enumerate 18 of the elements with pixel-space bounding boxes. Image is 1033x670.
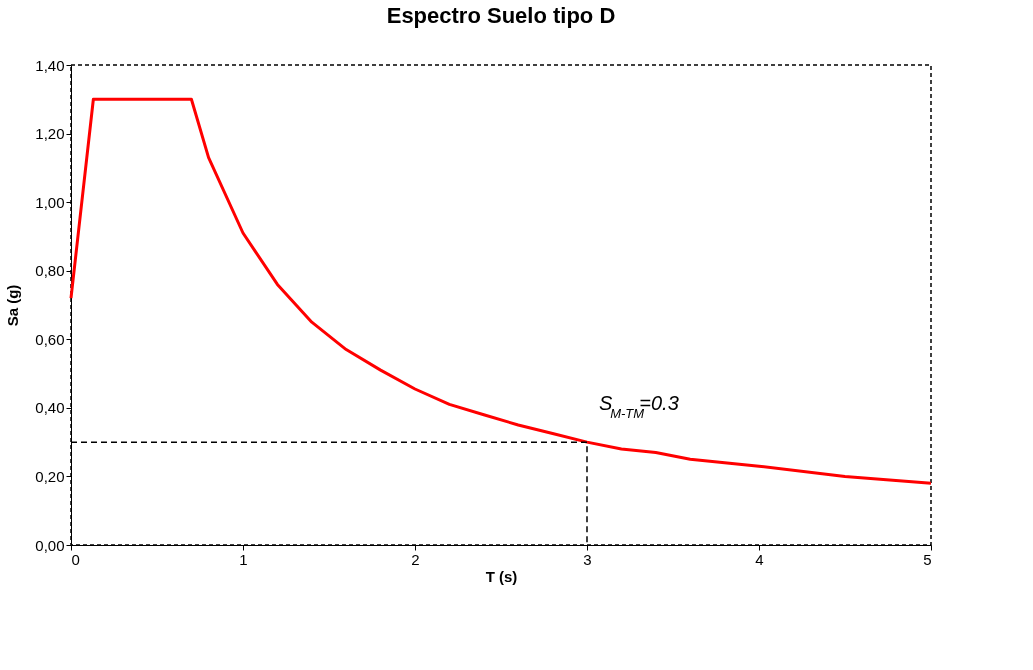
y-tick-label: 0,40	[35, 399, 65, 417]
y-tick-label: 0,00	[35, 536, 65, 554]
y-tick-label: 0,20	[35, 467, 65, 485]
y-tick-label: 1,20	[35, 125, 65, 143]
x-tick-label: 2	[411, 550, 420, 568]
y-tick-label: 0,80	[35, 262, 65, 280]
chart-title: Espectro Suelo tipo D	[386, 3, 616, 28]
y-tick-label: 0,60	[35, 330, 65, 348]
x-tick-label: 1	[239, 550, 248, 568]
line-series	[69, 97, 933, 485]
x-tick-label: 0	[71, 550, 80, 568]
y-axis-title: Sa (g)	[4, 284, 22, 327]
y-tick-label: 1,40	[35, 56, 65, 74]
x-tick-label: 4	[755, 550, 764, 568]
y-tick-label: 1,00	[35, 193, 65, 211]
x-tick-label: 3	[583, 550, 592, 568]
x-tick-label: 5	[923, 550, 932, 568]
x-axis-title: T (s)	[485, 567, 518, 585]
